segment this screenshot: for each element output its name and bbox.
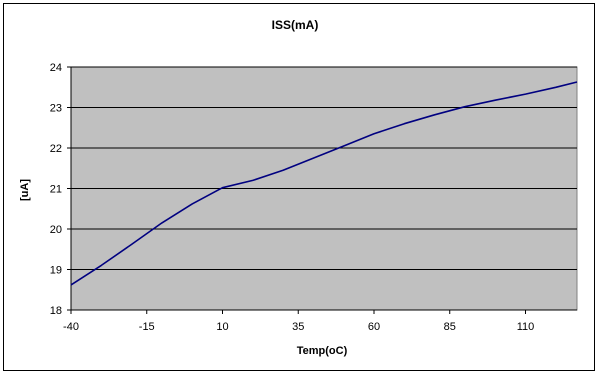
y-axis-title: [uA] <box>19 179 31 201</box>
y-tick-label: 22 <box>50 143 62 155</box>
y-tick-label: 21 <box>50 184 62 196</box>
x-tick-label: -40 <box>63 321 79 333</box>
series-line <box>70 81 578 286</box>
x-tick-label: 35 <box>292 321 304 333</box>
x-axis-title: Temp(oC) <box>297 345 348 357</box>
chart-title: ISS(mA) <box>272 18 319 32</box>
chart-frame: 18 19 20 21 22 23 24 -40 -15 10 35 60 85 110 ISS(mA) … <box>3 3 595 371</box>
y-tick-label: 20 <box>50 224 62 236</box>
x-tick-label: 60 <box>368 321 380 333</box>
x-tick-label: 10 <box>216 321 228 333</box>
x-tick-label: -15 <box>139 321 155 333</box>
y-tick-label: 24 <box>50 62 62 74</box>
y-tick-label: 23 <box>50 103 62 115</box>
y-tick-label: 18 <box>50 305 62 317</box>
y-tick-label: 19 <box>50 265 62 277</box>
x-tick-label: 110 <box>517 321 535 333</box>
x-tick-label: 85 <box>444 321 456 333</box>
